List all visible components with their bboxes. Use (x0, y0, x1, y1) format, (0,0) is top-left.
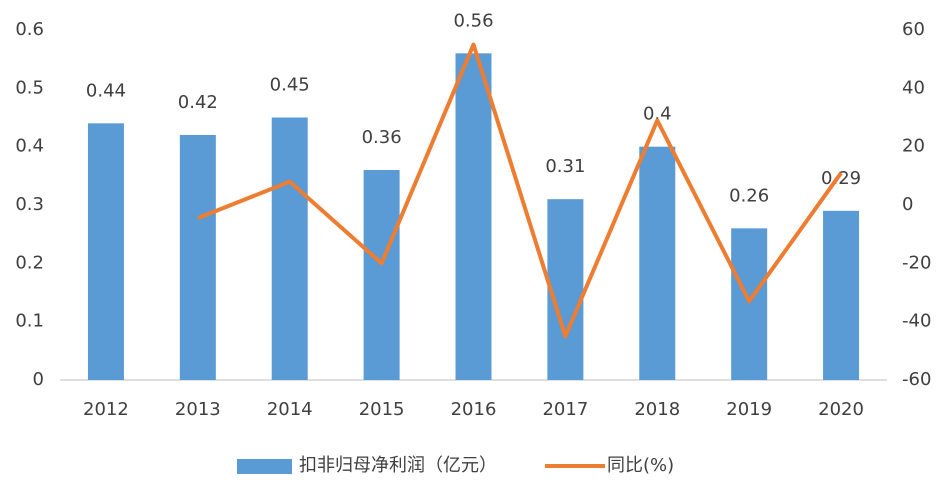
legend-label: 同比(%) (607, 455, 674, 476)
data-label: 0.44 (86, 80, 126, 101)
x-tick-label: 2014 (267, 399, 313, 420)
bar (823, 210, 860, 380)
data-label: 0.45 (270, 75, 310, 96)
bar (87, 123, 124, 380)
bar (639, 146, 676, 380)
y-tick-label: 0.2 (15, 252, 44, 273)
x-tick-label: 2015 (359, 399, 405, 420)
data-label: 0.29 (821, 168, 861, 189)
x-tick-label: 2018 (634, 399, 680, 420)
y-tick-label: 0.6 (15, 19, 44, 40)
bar (547, 199, 584, 380)
x-tick-label: 2019 (726, 399, 772, 420)
y2-tick-label: 20 (902, 136, 925, 157)
x-tick-label: 2013 (175, 399, 221, 420)
bar (731, 228, 768, 380)
y-tick-label: 0.4 (15, 136, 44, 157)
y-tick-label: 0.5 (15, 77, 44, 98)
bar (455, 53, 492, 380)
y2-tick-label: -40 (902, 311, 931, 332)
y2-tick-label: -60 (902, 369, 931, 390)
y-tick-label: 0 (33, 369, 44, 390)
y-tick-label: 0.3 (15, 194, 44, 215)
data-label: 0.26 (729, 185, 769, 206)
y2-tick-label: 0 (902, 194, 913, 215)
x-tick-label: 2012 (83, 399, 129, 420)
bar (179, 135, 216, 380)
x-tick-label: 2020 (818, 399, 864, 420)
bar (271, 117, 308, 380)
y2-tick-label: 60 (902, 19, 925, 40)
line (197, 42, 843, 339)
data-label: 0.36 (362, 127, 402, 148)
y2-tick-label: -20 (902, 252, 931, 273)
legend-swatch (237, 459, 292, 474)
bar (363, 170, 400, 380)
y-tick-label: 0.1 (15, 311, 44, 332)
legend-label: 扣非归母净利润（亿元） (299, 455, 497, 476)
y2-tick-label: 40 (902, 77, 925, 98)
data-label: 0.4 (643, 104, 672, 125)
x-tick-label: 2016 (451, 399, 497, 420)
data-label: 0.31 (545, 156, 585, 177)
x-tick-label: 2017 (542, 399, 588, 420)
data-label: 0.42 (178, 92, 218, 113)
data-label: 0.56 (453, 10, 493, 31)
